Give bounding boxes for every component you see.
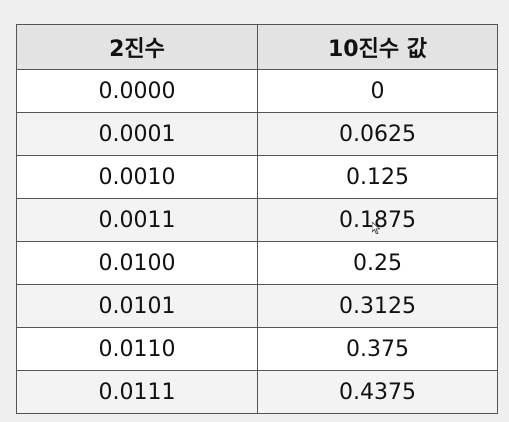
decimal-cell: 0.375 — [257, 327, 498, 371]
binary-cell: 0.0010 — [16, 155, 258, 199]
decimal-cell: 0.0625 — [257, 112, 498, 156]
binary-cell: 0.0110 — [16, 327, 258, 371]
decimal-cell: 0.1875 — [257, 198, 498, 242]
table-header-row: 2진수 10진수 값 — [16, 24, 498, 70]
binary-cell: 0.0100 — [16, 241, 258, 285]
binary-cell: 0.0011 — [16, 198, 258, 242]
table-row: 0.0001 0.0625 — [16, 112, 498, 156]
table-row: 0.0000 0 — [16, 69, 498, 113]
table-row: 0.0010 0.125 — [16, 155, 498, 199]
table-row: 0.0101 0.3125 — [16, 284, 498, 328]
binary-cell: 0.0001 — [16, 112, 258, 156]
header-binary: 2진수 — [16, 24, 258, 70]
decimal-cell: 0.3125 — [257, 284, 498, 328]
decimal-cell: 0.25 — [257, 241, 498, 285]
table-row: 0.0110 0.375 — [16, 327, 498, 371]
binary-cell: 0.0101 — [16, 284, 258, 328]
decimal-cell: 0.125 — [257, 155, 498, 199]
decimal-cell: 0 — [257, 69, 498, 113]
binary-decimal-table: 2진수 10진수 값 0.0000 0 0.0001 0.0625 0.0010… — [16, 24, 498, 414]
table-row: 0.0011 0.1875 — [16, 198, 498, 242]
mouse-cursor-icon — [372, 222, 380, 234]
binary-cell: 0.0111 — [16, 370, 258, 414]
table-row: 0.0100 0.25 — [16, 241, 498, 285]
header-decimal: 10진수 값 — [257, 24, 498, 70]
table-row: 0.0111 0.4375 — [16, 370, 498, 414]
decimal-cell: 0.4375 — [257, 370, 498, 414]
binary-cell: 0.0000 — [16, 69, 258, 113]
